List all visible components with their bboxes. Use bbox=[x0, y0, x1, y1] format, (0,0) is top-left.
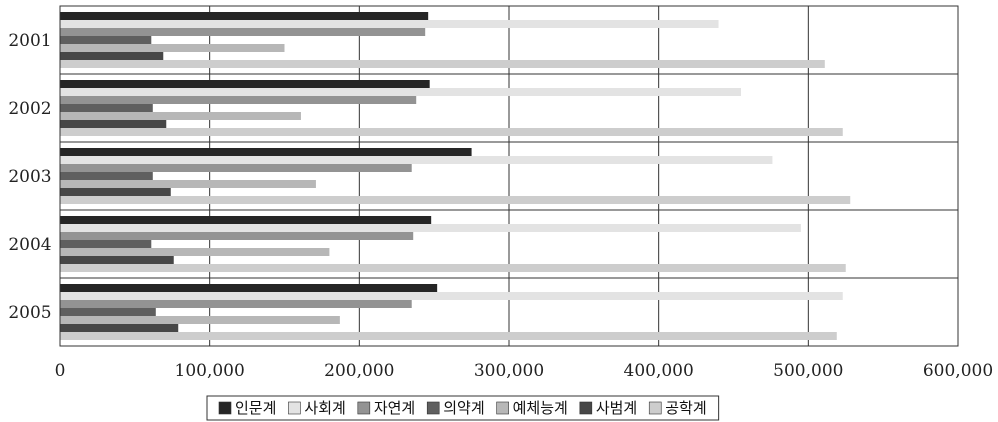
legend-swatch bbox=[426, 401, 440, 415]
bar-자연계-2001 bbox=[60, 28, 426, 36]
bar-예체능계-2001 bbox=[60, 44, 285, 52]
bar-의약계-2002 bbox=[60, 104, 153, 112]
legend-swatch bbox=[288, 401, 301, 415]
bar-사회계-2002 bbox=[60, 88, 741, 96]
x-tick-label: 300,000 bbox=[474, 361, 544, 381]
legend-swatch bbox=[648, 401, 662, 415]
bar-사범계-2005 bbox=[60, 324, 179, 332]
bar-예체능계-2003 bbox=[60, 180, 316, 188]
x-tick-label: 200,000 bbox=[324, 361, 394, 381]
legend-box bbox=[206, 395, 720, 421]
bar-인문계-2005 bbox=[60, 284, 438, 292]
bar-인문계-2002 bbox=[60, 80, 430, 88]
bar-자연계-2005 bbox=[60, 300, 412, 308]
legend-swatch bbox=[357, 401, 371, 415]
legend: 인문계 사회계 자연계 의약계 예체능계 사범계 공학계 bbox=[206, 395, 720, 421]
bar-예체능계-2002 bbox=[60, 112, 301, 120]
bar-사회계-2005 bbox=[60, 292, 843, 300]
legend-label: 사회계 bbox=[304, 399, 345, 417]
x-tick-label: 600,000 bbox=[923, 361, 993, 381]
bar-의약계-2004 bbox=[60, 240, 152, 248]
bar-의약계-2003 bbox=[60, 172, 153, 180]
category-label: 2003 bbox=[8, 167, 51, 187]
bar-공학계-2004 bbox=[60, 264, 846, 272]
x-tick-label: 400,000 bbox=[624, 361, 694, 381]
category-label: 2005 bbox=[8, 303, 51, 323]
legend-label: 예체능계 bbox=[513, 399, 568, 417]
bar-의약계-2005 bbox=[60, 308, 156, 316]
category-label: 2002 bbox=[8, 99, 51, 119]
legend-items: 인문계 사회계 자연계 의약계 예체능계 사범계 공학계 bbox=[218, 399, 707, 417]
legend-swatch bbox=[496, 401, 509, 415]
bar-사범계-2001 bbox=[60, 52, 164, 60]
category-labels: 2001 2002 2003 2004 2005 bbox=[8, 31, 51, 323]
bar-자연계-2002 bbox=[60, 96, 417, 104]
bar-사범계-2002 bbox=[60, 120, 167, 128]
bar-공학계-2002 bbox=[60, 128, 843, 136]
bar-사범계-2004 bbox=[60, 256, 174, 264]
bar-사회계-2004 bbox=[60, 224, 801, 232]
bar-인문계-2001 bbox=[60, 12, 429, 20]
bar-인문계-2003 bbox=[60, 148, 472, 156]
x-tick-label: 500,000 bbox=[773, 361, 843, 381]
x-tick-labels: 0 100,000 200,000 300,000 400,000 500,000 600,… bbox=[55, 361, 994, 381]
bar-인문계-2004 bbox=[60, 216, 432, 224]
legend-swatch bbox=[579, 401, 593, 415]
bar-사회계-2001 bbox=[60, 20, 719, 28]
bar-예체능계-2004 bbox=[60, 248, 330, 256]
legend-label: 의약계 bbox=[443, 399, 484, 417]
legend-label: 사범계 bbox=[596, 399, 637, 417]
bar-공학계-2003 bbox=[60, 196, 851, 204]
legend-label: 인문계 bbox=[235, 399, 276, 417]
x-tick-label: 0 bbox=[55, 361, 66, 381]
bar-자연계-2004 bbox=[60, 232, 414, 240]
bar-의약계-2001 bbox=[60, 36, 152, 44]
legend-label: 공학계 bbox=[665, 399, 706, 417]
bar-공학계-2001 bbox=[60, 60, 825, 68]
x-tick-label: 100,000 bbox=[175, 361, 245, 381]
bar-공학계-2005 bbox=[60, 332, 837, 340]
plot-frame bbox=[59, 5, 959, 347]
bar-예체능계-2005 bbox=[60, 316, 340, 324]
legend-label: 자연계 bbox=[374, 399, 415, 417]
bar-사회계-2003 bbox=[60, 156, 773, 164]
bar-자연계-2003 bbox=[60, 164, 412, 172]
legend-swatch bbox=[218, 401, 232, 415]
category-label: 2001 bbox=[8, 31, 51, 51]
bars-layer bbox=[60, 12, 851, 340]
bar-사범계-2003 bbox=[60, 188, 171, 196]
category-label: 2004 bbox=[8, 235, 51, 255]
